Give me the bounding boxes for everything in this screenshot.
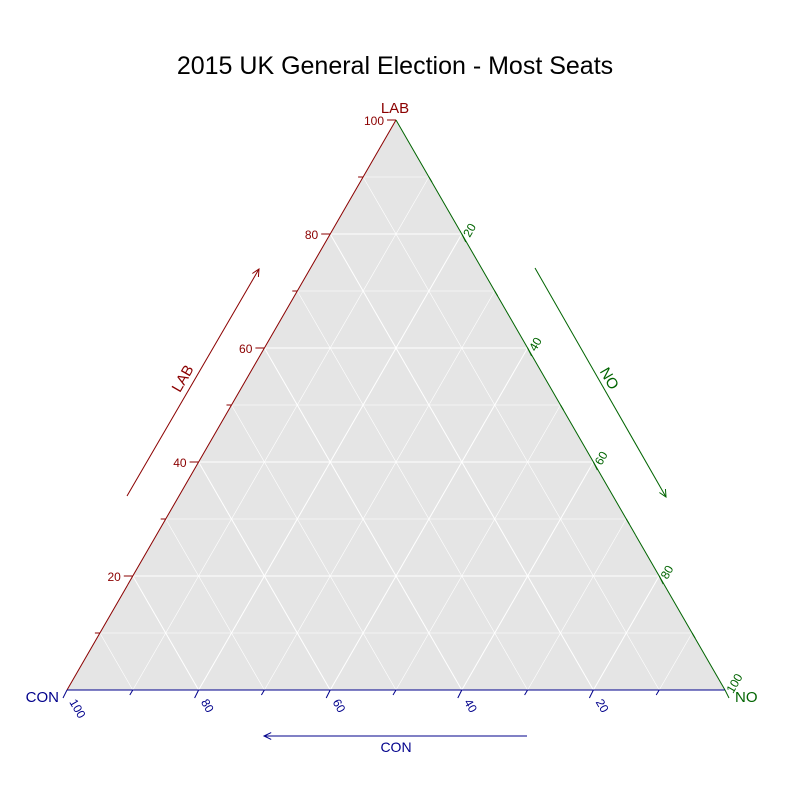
con-tick [260,689,265,696]
vertex-label-lab: LAB [381,100,409,117]
lab-axis-arrow [126,268,260,497]
con-tick [62,689,68,699]
con-tick [325,689,331,699]
no-tick-label: 40 [526,335,545,354]
con-tick [655,689,660,696]
no-tick [527,347,533,357]
grid-line [362,176,660,691]
lab-tick-label: 40 [173,456,187,470]
grid-line [198,461,331,691]
vertex-label-con: CON [26,689,59,706]
no-tick [724,689,730,699]
grid-line [395,404,561,691]
grid-lines [99,176,693,691]
con-tick [392,689,397,696]
con-tick [588,689,594,699]
lab-tick-label: 100 [364,114,384,128]
no-axis-arrow [534,267,667,498]
con-tick-label: 100 [66,697,88,722]
no-tick [592,461,598,471]
grid-line [592,575,660,691]
grid-line [132,176,430,691]
grid-line [658,632,693,691]
con-tick-label: 60 [330,697,349,716]
grid-line [297,290,528,691]
con-tick-label: 80 [198,697,217,716]
lab-axis-arrow-label: LAB [169,362,198,395]
no-tick-label: 60 [592,449,611,468]
no-axis-arrow-label: NO [596,365,622,393]
lab-tick-label: 60 [239,342,253,356]
con-tick-label: 40 [461,697,480,716]
arrow-head [252,268,260,278]
con-axis-arrow-label: CON [380,739,411,755]
con-tick-label: 20 [593,697,612,716]
vertex-label-no: NO [735,689,758,706]
no-tick-label: 20 [460,221,479,240]
no-tick [560,404,564,411]
con-tick [194,689,200,699]
grid-line [264,290,495,691]
con-tick [524,689,529,696]
grid-line [165,518,265,691]
lab-tick-label: 20 [107,570,121,584]
con-tick [457,689,463,699]
no-tick [658,575,664,585]
grid-line [132,575,200,691]
no-tick-label: 80 [658,563,677,582]
arrow-head [262,732,272,740]
chart-title: 2015 UK General Election - Most Seats [176,52,614,80]
grid-line [461,461,594,691]
con-tick [129,689,134,696]
grid-line [231,404,397,691]
no-tick [428,176,433,183]
no-tick [625,518,630,525]
no-tick [461,233,467,243]
no-tick [691,632,696,639]
grid-line [527,518,627,691]
lab-tick-label: 80 [305,228,319,242]
no-tick [494,290,499,297]
grid-line [99,632,134,691]
arrow-head [659,488,667,498]
